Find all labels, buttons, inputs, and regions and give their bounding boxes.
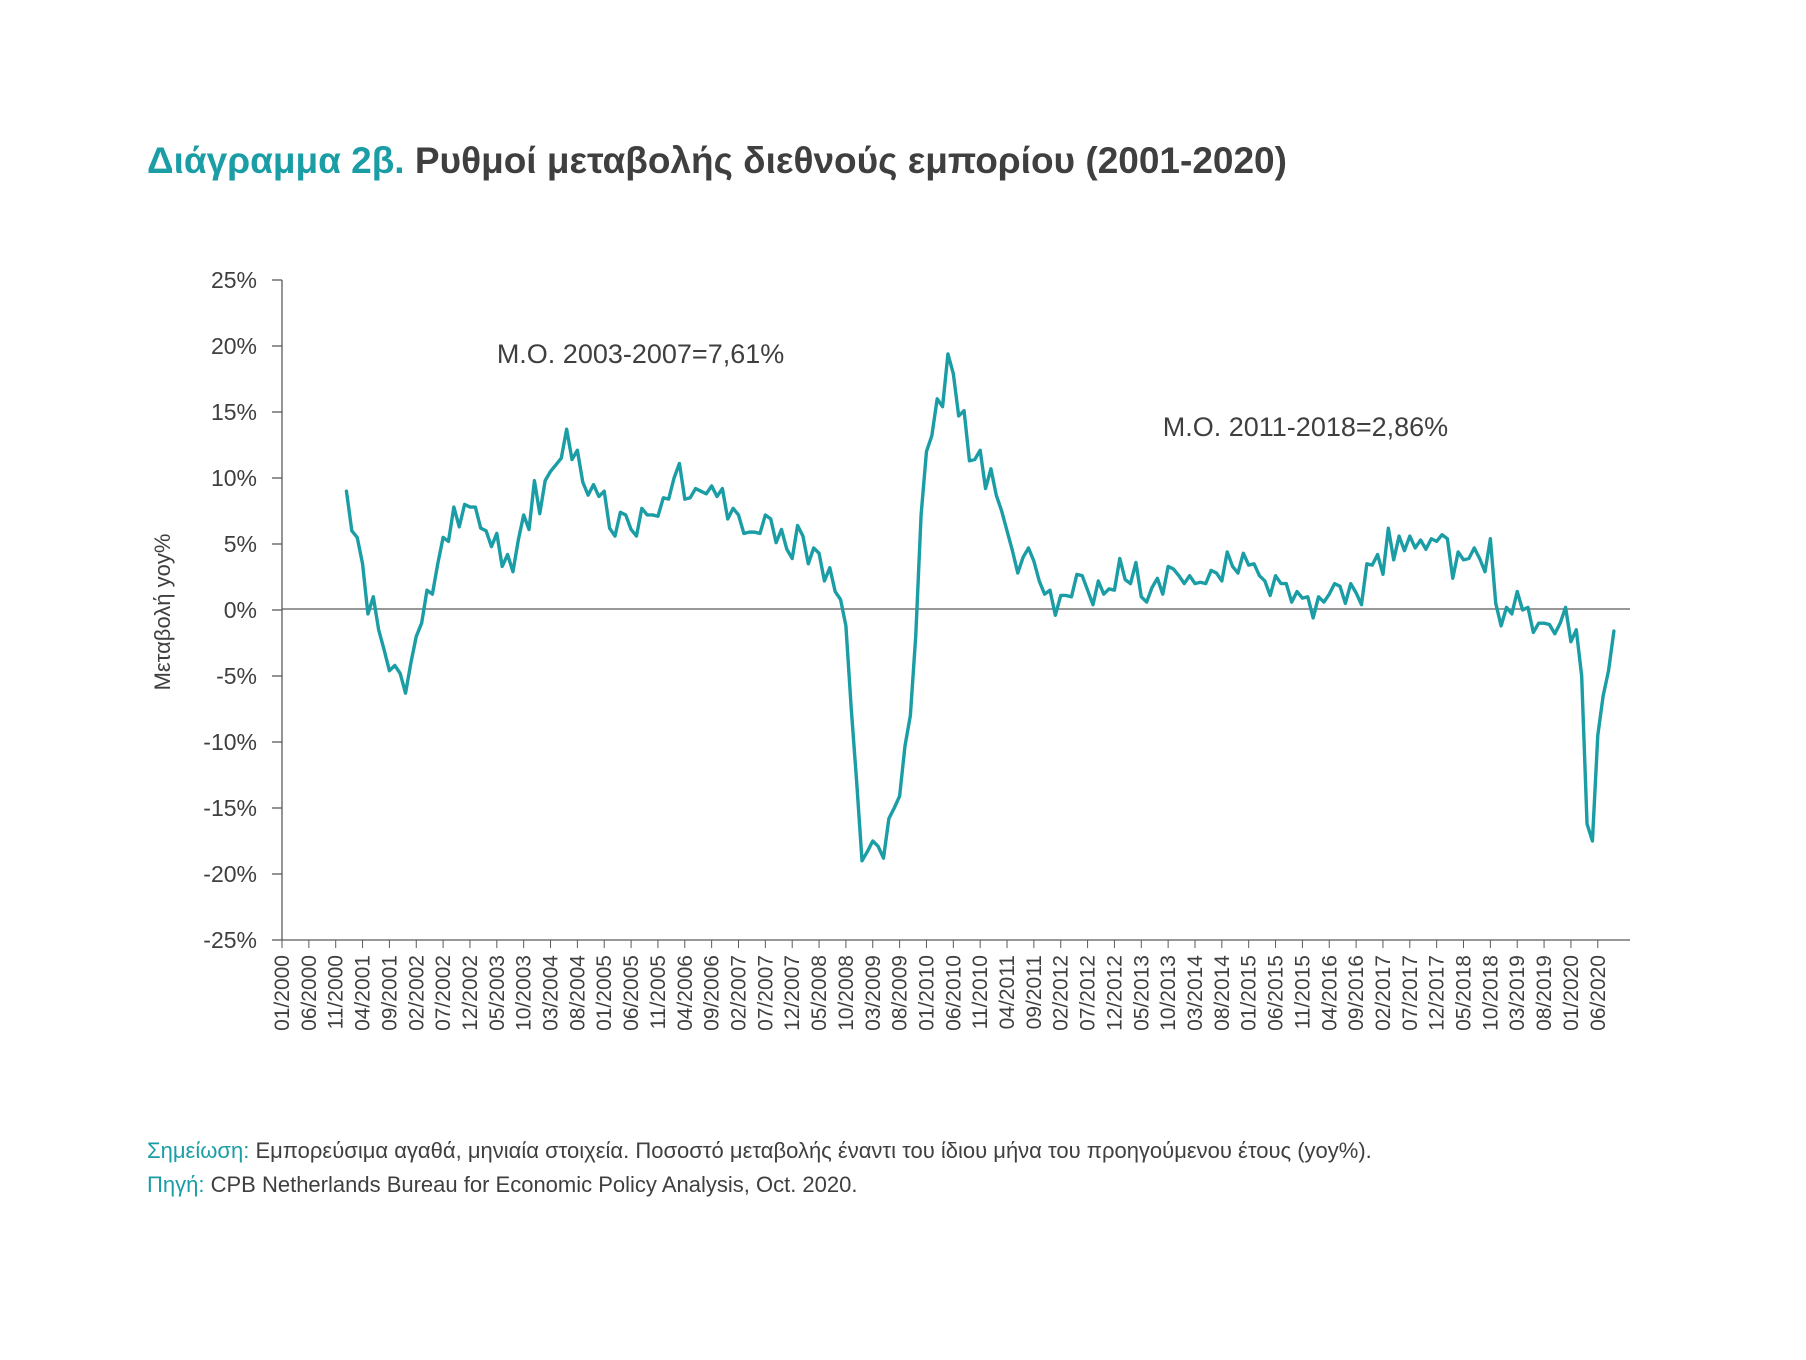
x-tick-label: 10/2008 bbox=[835, 955, 858, 1031]
x-tick-label: 03/2014 bbox=[1184, 955, 1207, 1031]
y-axis-label: Μεταβολή yoy% bbox=[150, 534, 175, 691]
source-text: CPB Netherlands Bureau for Economic Poli… bbox=[210, 1172, 858, 1197]
y-tick-label: 10% bbox=[211, 465, 257, 491]
x-tick-label: 08/2014 bbox=[1211, 955, 1234, 1031]
x-tick-label: 05/2003 bbox=[486, 955, 509, 1031]
y-tick-label: -25% bbox=[203, 927, 257, 953]
x-tick-label: 04/2011 bbox=[996, 955, 1019, 1029]
x-tick-label: 12/2007 bbox=[781, 955, 804, 1031]
x-tick-label: 06/2010 bbox=[942, 955, 965, 1031]
x-tick-label: 01/2005 bbox=[593, 955, 616, 1031]
x-tick-label: 04/2016 bbox=[1318, 955, 1341, 1031]
x-tick-label: 07/2002 bbox=[432, 955, 455, 1031]
x-tick-label: 09/2006 bbox=[701, 955, 724, 1031]
x-tick-label: 11/2015 bbox=[1291, 955, 1314, 1029]
x-tick-label: 08/2004 bbox=[566, 955, 589, 1031]
annotation-label: Μ.Ο. 2011-2018=2,86% bbox=[1163, 412, 1448, 442]
source-line: Πηγή: CPB Netherlands Bureau for Economi… bbox=[147, 1172, 857, 1198]
x-tick-label: 06/2000 bbox=[298, 955, 321, 1031]
x-tick-label: 04/2006 bbox=[674, 955, 697, 1031]
x-tick-label: 01/2000 bbox=[271, 955, 294, 1031]
x-tick-label: 05/2008 bbox=[808, 955, 831, 1031]
y-tick-label: -20% bbox=[203, 861, 257, 887]
y-tick-label: 15% bbox=[211, 399, 257, 425]
x-tick-label: 02/2002 bbox=[405, 955, 428, 1031]
x-tick-label: 05/2018 bbox=[1453, 955, 1476, 1031]
x-tick-label: 10/2018 bbox=[1479, 955, 1502, 1031]
x-tick-label: 06/2020 bbox=[1587, 955, 1610, 1031]
x-tick-label: 04/2001 bbox=[352, 955, 375, 1031]
chart-title: Διάγραμμα 2β. Ρυθμοί μεταβολής διεθνούς … bbox=[147, 140, 1287, 182]
x-tick-label: 12/2002 bbox=[459, 955, 482, 1031]
x-tick-label: 02/2017 bbox=[1372, 955, 1395, 1031]
y-tick-label: 20% bbox=[211, 333, 257, 359]
x-tick-label: 07/2017 bbox=[1399, 955, 1422, 1031]
y-tick-label: -10% bbox=[203, 729, 257, 755]
x-tick-label: 12/2012 bbox=[1103, 955, 1126, 1031]
x-tick-label: 02/2012 bbox=[1050, 955, 1073, 1031]
x-tick-label: 09/2016 bbox=[1345, 955, 1368, 1031]
x-tick-label: 03/2009 bbox=[862, 955, 885, 1031]
x-tick-label: 01/2020 bbox=[1560, 955, 1583, 1031]
y-tick-label: 0% bbox=[224, 597, 257, 623]
x-tick-label: 11/2005 bbox=[647, 955, 670, 1029]
y-tick-label: -15% bbox=[203, 795, 257, 821]
x-tick-label: 10/2013 bbox=[1157, 955, 1180, 1031]
chart-title-lead: Διάγραμμα 2β. bbox=[147, 140, 405, 181]
annotation-layer: Μ.Ο. 2003-2007=7,61% Μ.Ο. 2011-2018=2,86% bbox=[497, 339, 1448, 442]
x-tick-label: 11/2010 bbox=[969, 955, 992, 1029]
x-axis: 01/2000 06/2000 11/2000 04/2001 09/2001 02/20… bbox=[271, 939, 1630, 1031]
x-tick-label: 02/2007 bbox=[727, 955, 750, 1031]
x-tick-label: 05/2013 bbox=[1130, 955, 1153, 1031]
x-tick-label: 01/2010 bbox=[915, 955, 938, 1031]
chart-title-text: Ρυθμοί μεταβολής διεθνούς εμπορίου (2001… bbox=[414, 140, 1287, 181]
x-tick-label: 10/2003 bbox=[513, 955, 536, 1031]
x-tick-label: 11/2000 bbox=[325, 955, 348, 1029]
y-axis: 25% 20% 15% 10% 5% 0% -5% -10% -15% -20% -25% bbox=[203, 267, 1630, 953]
x-tick-label: 08/2009 bbox=[889, 955, 912, 1031]
series-layer bbox=[344, 352, 1616, 863]
x-tick-label: 07/2012 bbox=[1077, 955, 1100, 1031]
annotation-label: Μ.Ο. 2003-2007=7,61% bbox=[497, 339, 784, 369]
x-tick-label: 08/2019 bbox=[1533, 955, 1556, 1031]
x-tick-label: 06/2015 bbox=[1265, 955, 1288, 1031]
y-tick-label: -5% bbox=[216, 663, 257, 689]
note-line: Σημείωση: Εμπορεύσιμα αγαθά, μηνιαία στο… bbox=[147, 1138, 1372, 1164]
note-label: Σημείωση: bbox=[147, 1138, 250, 1163]
x-tick-label: 07/2007 bbox=[754, 955, 777, 1031]
x-tick-label: 09/2011 bbox=[1023, 955, 1046, 1029]
y-tick-label: 25% bbox=[211, 267, 257, 293]
series-line bbox=[344, 352, 1616, 863]
x-tick-label: 03/2019 bbox=[1506, 955, 1529, 1031]
x-tick-label: 03/2004 bbox=[540, 955, 563, 1031]
y-tick-label: 5% bbox=[224, 531, 257, 557]
x-tick-label: 06/2005 bbox=[620, 955, 643, 1031]
x-tick-label: 12/2017 bbox=[1426, 955, 1449, 1031]
note-text: Εμπορεύσιμα αγαθά, μηνιαία στοιχεία. Ποσ… bbox=[255, 1138, 1372, 1163]
source-label: Πηγή: bbox=[147, 1172, 205, 1197]
x-tick-label: 01/2015 bbox=[1238, 955, 1261, 1031]
x-tick-label: 09/2001 bbox=[378, 955, 401, 1031]
